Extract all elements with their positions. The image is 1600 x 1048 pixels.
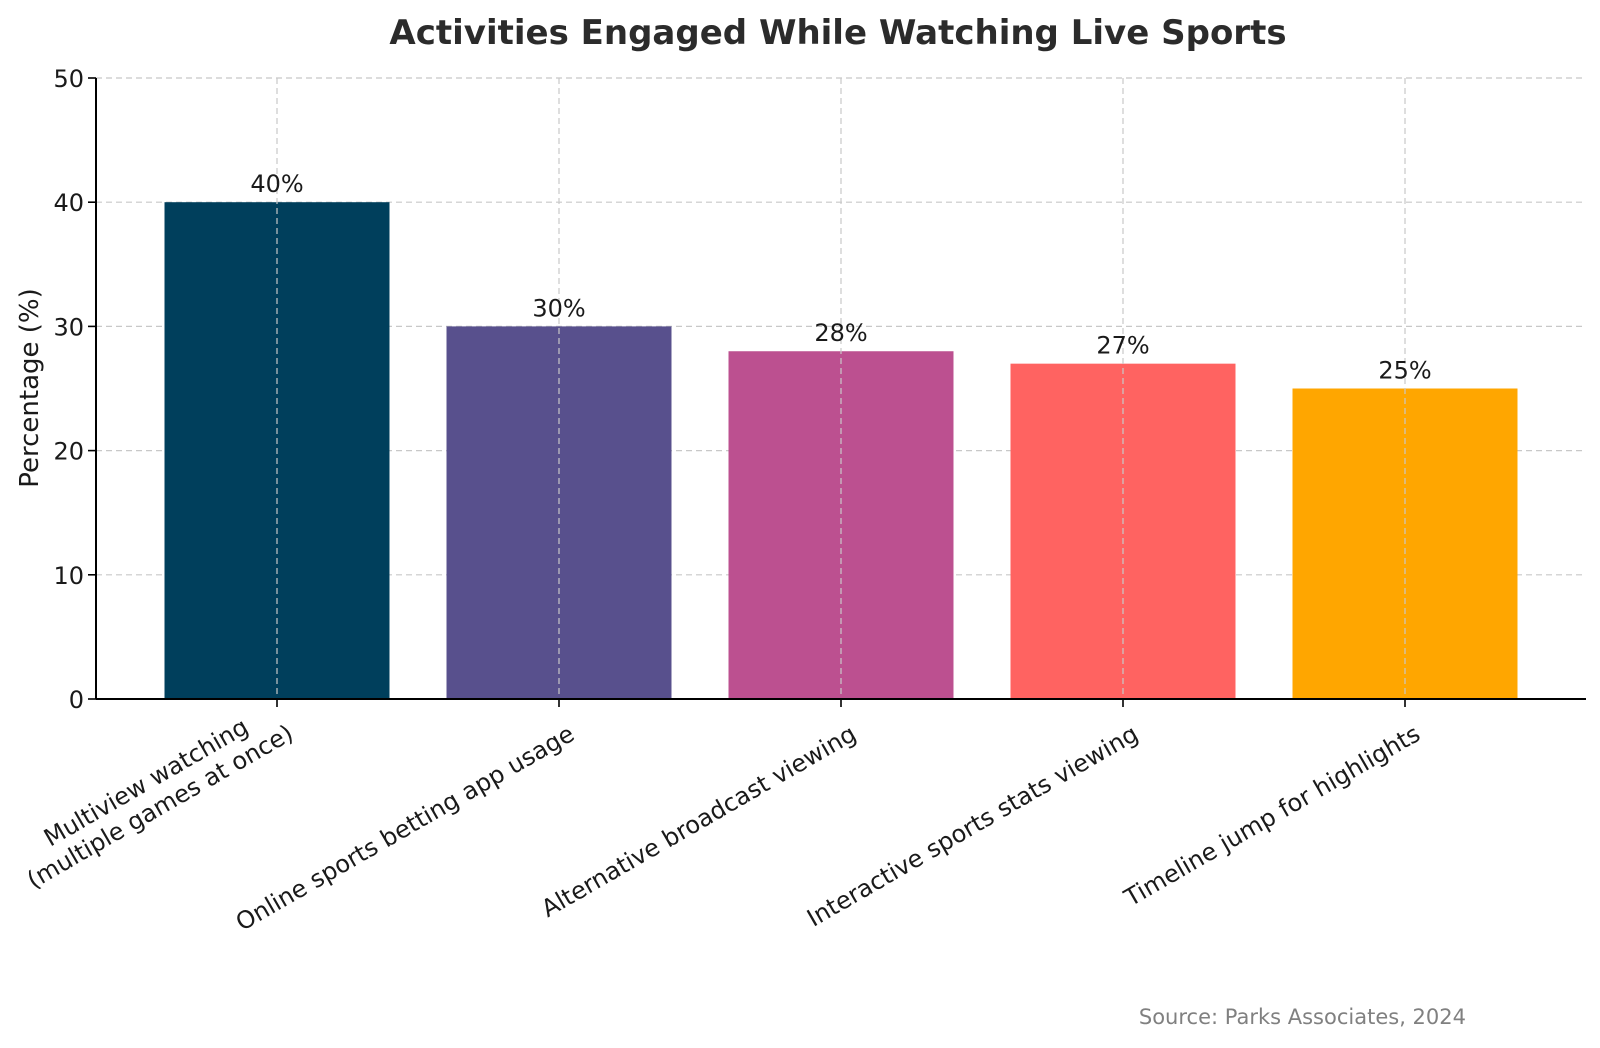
data-labels: 40% 30% 28% 27% 25% bbox=[250, 170, 1431, 384]
x-tick-label: Timeline jump for highlights bbox=[1119, 720, 1425, 913]
source-note: Source: Parks Associates, 2024 bbox=[1139, 1005, 1466, 1029]
x-tick-labels: Multiview watching(multiple games at onc… bbox=[8, 695, 1425, 937]
data-label: 25% bbox=[1378, 357, 1431, 385]
vertical-grid-layer bbox=[276, 78, 1406, 699]
x-tick-label-line: Online sports betting app usage bbox=[231, 720, 579, 937]
axes-layer bbox=[88, 77, 1586, 707]
x-tick-label-line: Alternative broadcast viewing bbox=[537, 720, 861, 923]
y-axis-label: Percentage (%) bbox=[15, 288, 45, 488]
data-label: 27% bbox=[1096, 332, 1149, 360]
x-tick-label: Alternative broadcast viewing bbox=[537, 720, 861, 923]
x-tick-label-line: Interactive sports stats viewing bbox=[802, 720, 1143, 933]
data-label: 28% bbox=[814, 319, 867, 347]
x-tick-label-line: (multiple games at once) bbox=[22, 719, 298, 894]
y-tick-label: 10 bbox=[53, 562, 84, 590]
data-label: 40% bbox=[250, 170, 303, 198]
chart-title: Activities Engaged While Watching Live S… bbox=[389, 13, 1286, 53]
x-tick-label: Interactive sports stats viewing bbox=[802, 720, 1143, 933]
y-tick-label: 40 bbox=[53, 189, 84, 217]
y-tick-label: 30 bbox=[53, 313, 84, 341]
y-tick-labels: 0 10 20 30 40 50 bbox=[53, 65, 84, 714]
y-tick-label: 50 bbox=[53, 65, 84, 93]
x-tick-label-line: Timeline jump for highlights bbox=[1119, 720, 1425, 913]
y-tick-label: 20 bbox=[53, 438, 84, 466]
x-tick-label: Online sports betting app usage bbox=[231, 720, 579, 937]
y-tick-label: 0 bbox=[69, 686, 84, 714]
x-tick-label: Multiview watching(multiple games at onc… bbox=[8, 695, 298, 895]
data-label: 30% bbox=[532, 294, 585, 322]
